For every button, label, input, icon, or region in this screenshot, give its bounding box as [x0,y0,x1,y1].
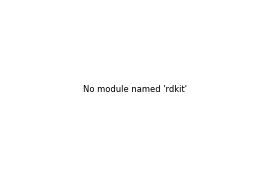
Text: No module named 'rdkit': No module named 'rdkit' [83,85,187,94]
